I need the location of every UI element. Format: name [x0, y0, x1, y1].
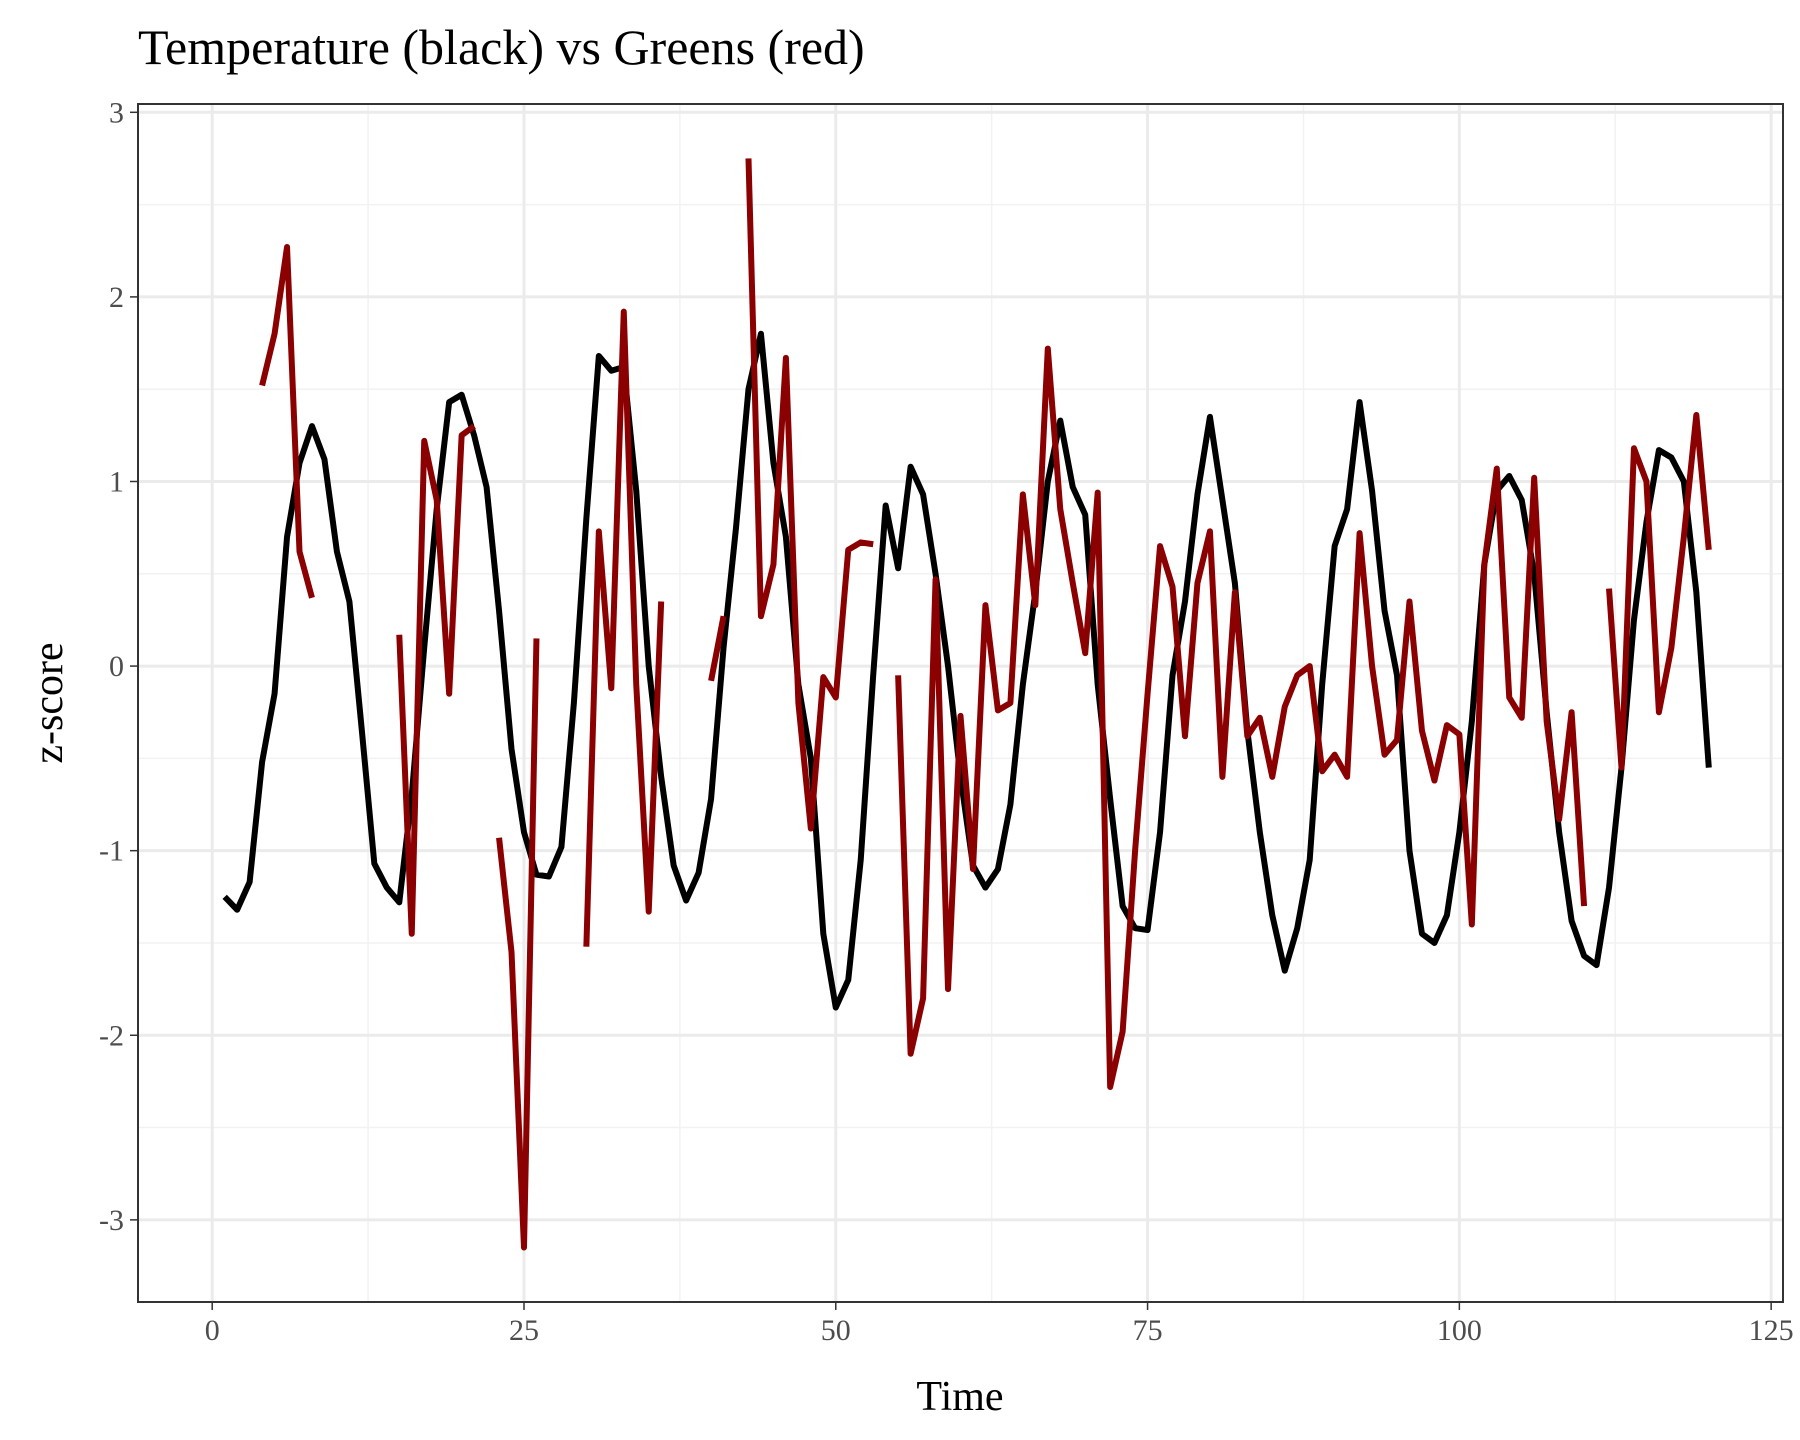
- x-tick-label: 0: [205, 1314, 220, 1347]
- x-tick-label: 125: [1749, 1314, 1794, 1347]
- y-axis-title: z-score: [26, 642, 72, 763]
- series-line: [259, 158, 1712, 1251]
- y-tick-label: 0: [109, 650, 124, 683]
- x-tick-label: 25: [509, 1314, 539, 1347]
- x-tick-label: 75: [1133, 1314, 1163, 1347]
- y-tick-label: 3: [109, 96, 124, 129]
- y-tick-label: -1: [99, 835, 124, 868]
- x-tick-label: 100: [1437, 1314, 1482, 1347]
- x-tick-label: 50: [821, 1314, 851, 1347]
- y-tick-label: -2: [99, 1019, 124, 1052]
- y-tick-label: 1: [109, 465, 124, 498]
- panel-border: [137, 103, 1784, 1303]
- x-axis-title: Time: [916, 1374, 1003, 1420]
- y-tick-label: -3: [99, 1204, 124, 1237]
- chart-title: Temperature (black) vs Greens (red): [138, 19, 865, 75]
- y-tick-label: 2: [109, 281, 124, 314]
